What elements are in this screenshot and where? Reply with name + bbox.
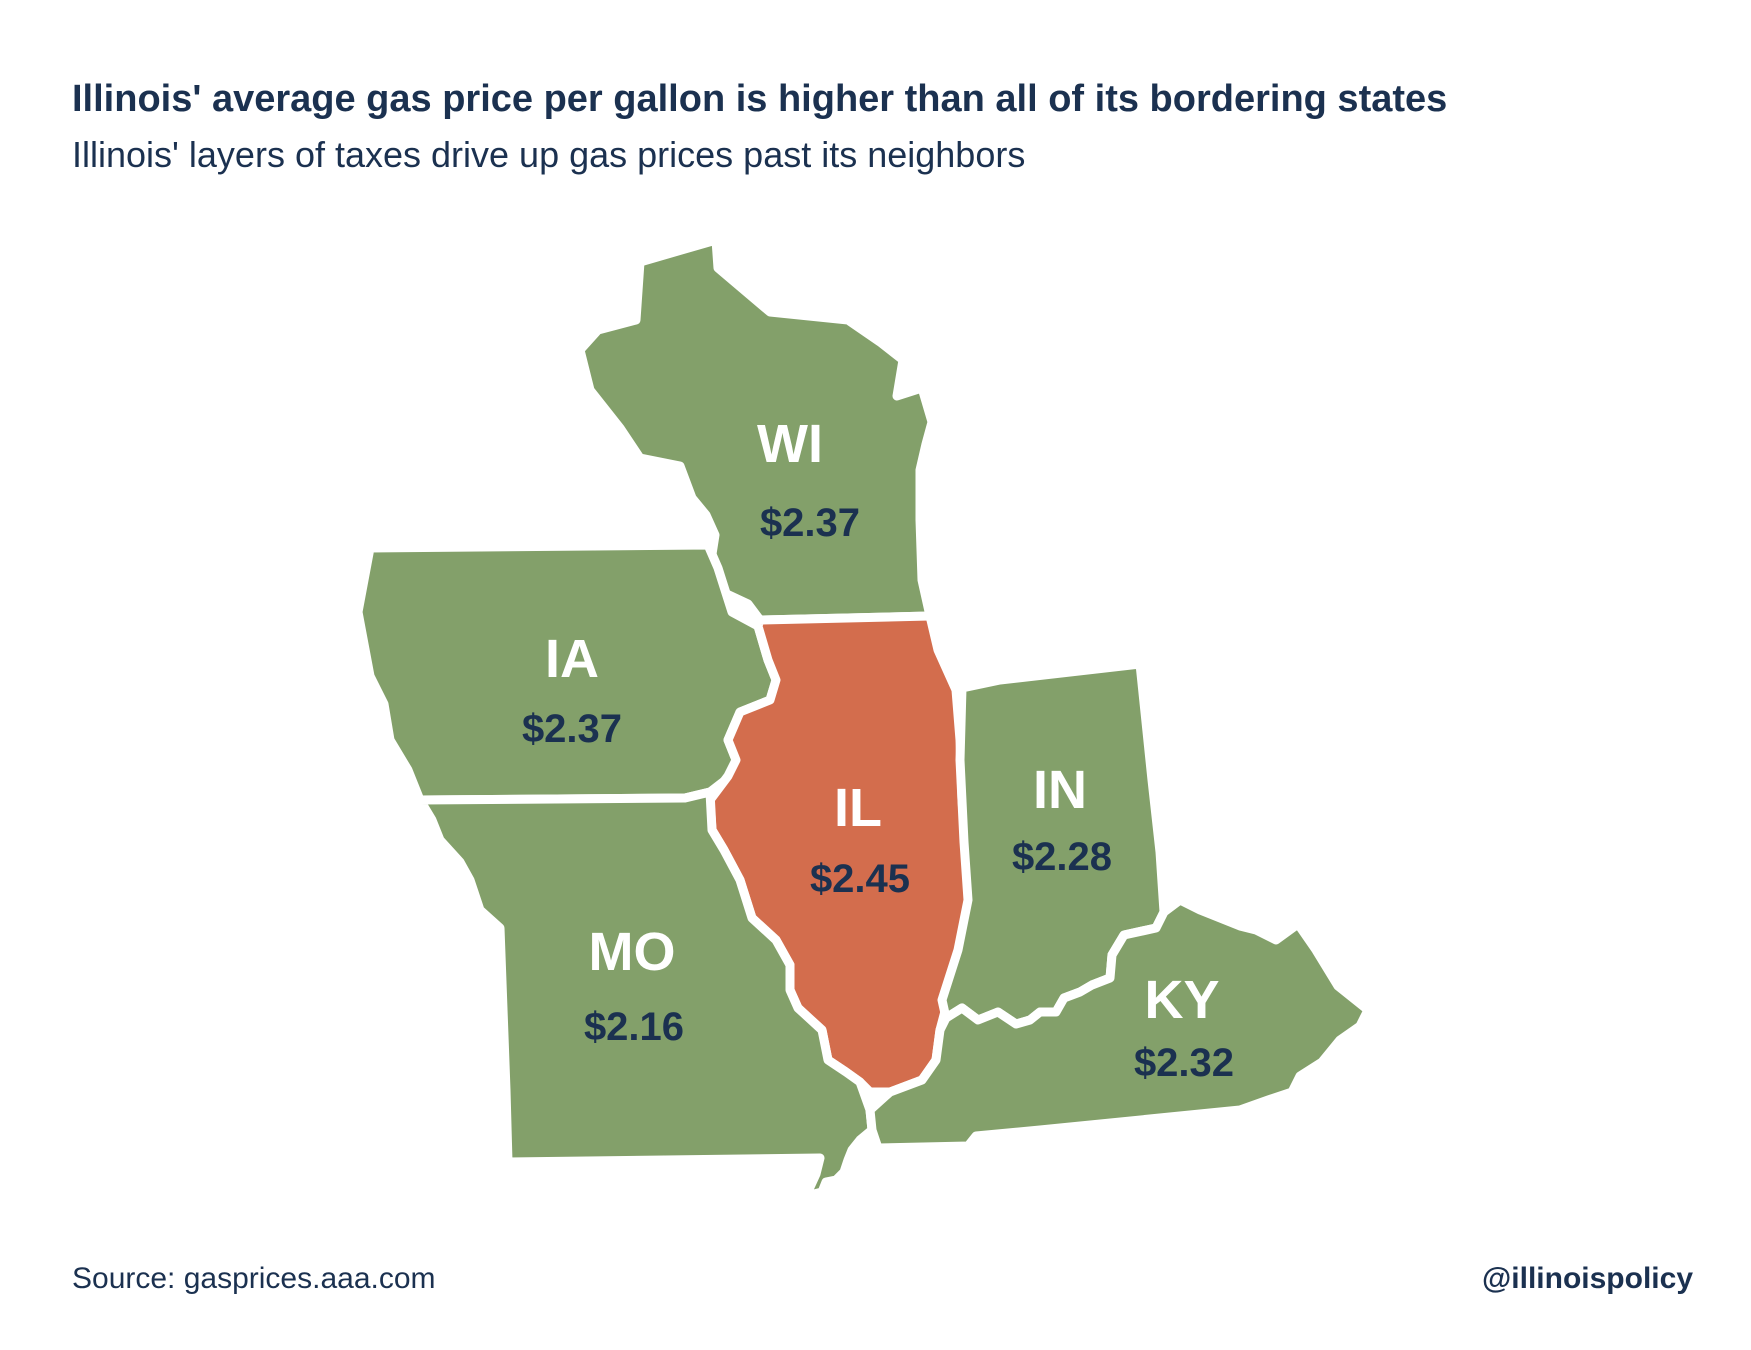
state-mo xyxy=(415,787,877,1201)
state-label-ky: KY xyxy=(1144,970,1219,1030)
state-label-mo: MO xyxy=(589,922,676,982)
state-price-mo: $2.16 xyxy=(584,1005,684,1049)
state-price-ia: $2.37 xyxy=(522,707,622,751)
page-subtitle: Illinois' layers of taxes drive up gas p… xyxy=(72,134,1026,175)
source-note: Source: gasprices.aaa.com xyxy=(72,1262,436,1295)
state-label-il: IL xyxy=(834,778,882,838)
state-label-ia: IA xyxy=(545,629,599,689)
state-price-wi: $2.37 xyxy=(760,501,860,545)
state-price-il: $2.45 xyxy=(810,857,910,901)
state-price-in: $2.28 xyxy=(1012,835,1112,879)
page-title: Illinois' average gas price per gallon i… xyxy=(72,78,1448,120)
state-price-ky: $2.32 xyxy=(1134,1041,1234,1085)
state-ky xyxy=(865,895,1373,1153)
state-label-wi: WI xyxy=(757,414,823,474)
state-label-in: IN xyxy=(1033,760,1087,820)
social-handle: @illinoispolicy xyxy=(1482,1262,1693,1295)
